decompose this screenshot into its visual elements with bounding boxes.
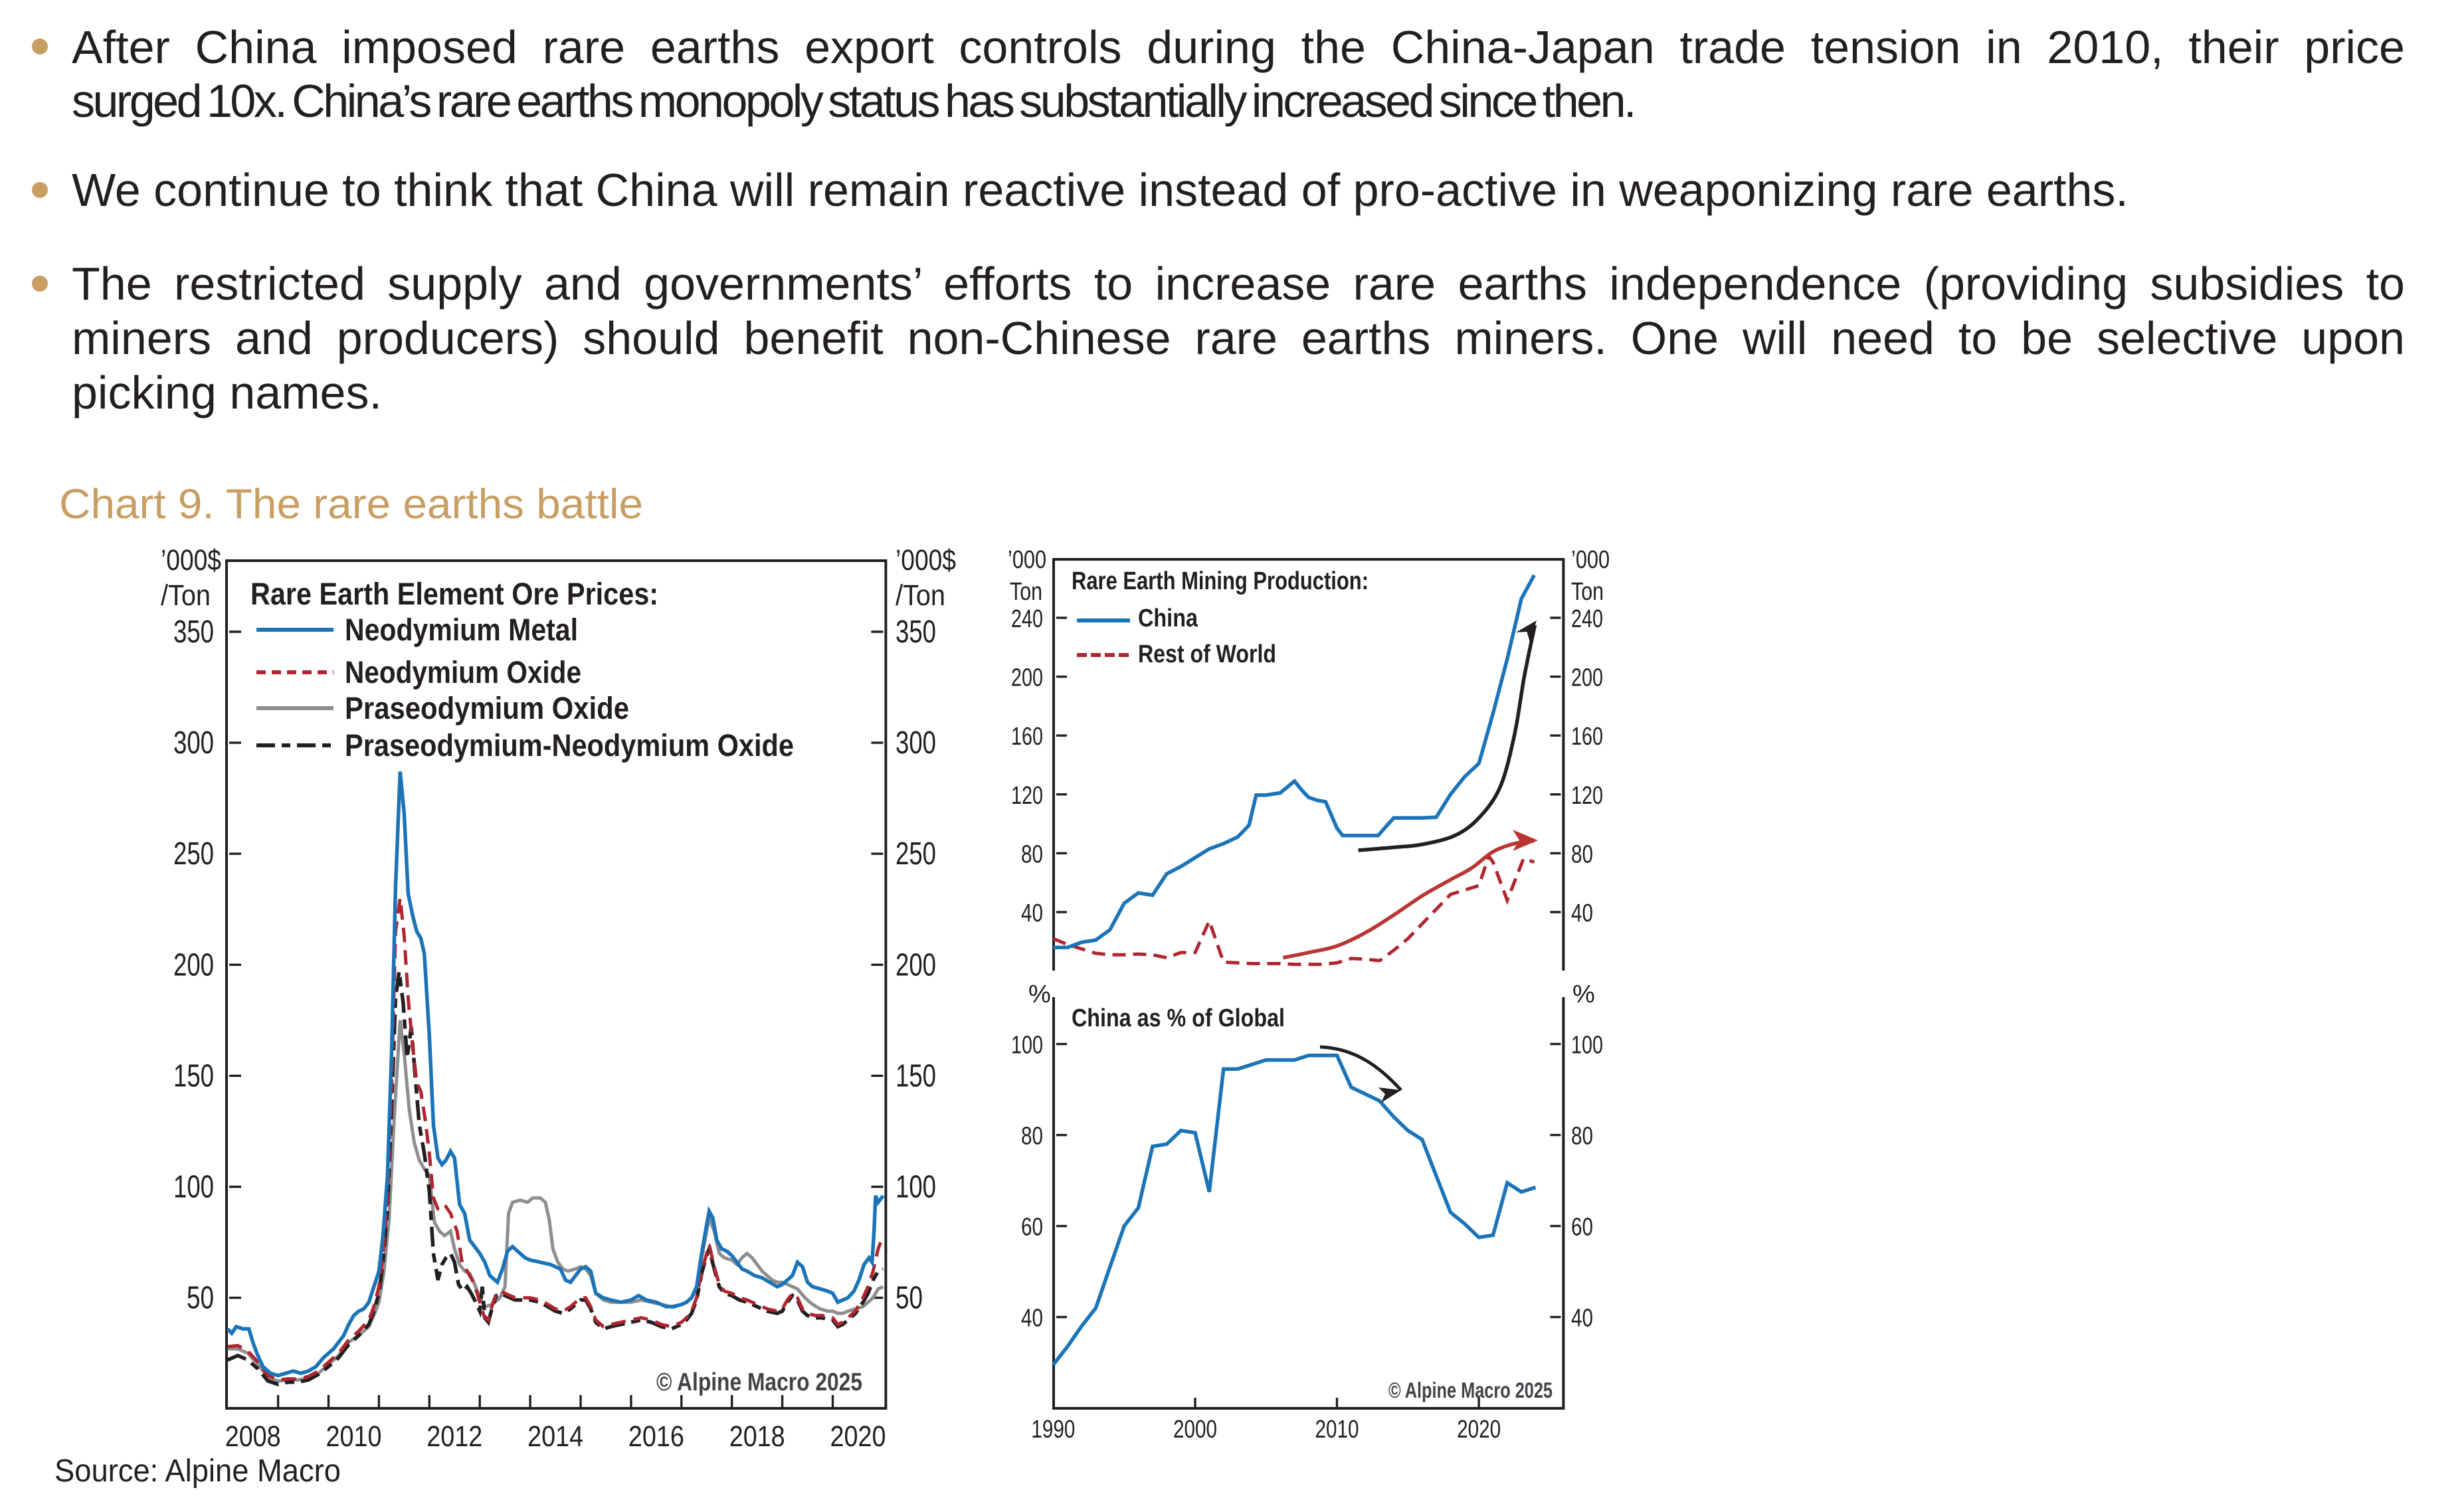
svg-text:%: % bbox=[1572, 981, 1595, 1008]
svg-text:2020: 2020 bbox=[1457, 1416, 1501, 1444]
svg-text:40: 40 bbox=[1021, 1305, 1043, 1333]
svg-text:250: 250 bbox=[896, 836, 936, 872]
svg-text:Praseodymium-Neodymium Oxide: Praseodymium-Neodymium Oxide bbox=[345, 727, 794, 763]
svg-text:160: 160 bbox=[1011, 723, 1043, 751]
svg-text:1990: 1990 bbox=[1031, 1416, 1075, 1444]
svg-text:50: 50 bbox=[896, 1281, 923, 1316]
svg-text:300: 300 bbox=[173, 725, 214, 761]
svg-text:150: 150 bbox=[173, 1058, 214, 1093]
svg-text:Ton: Ton bbox=[1010, 578, 1042, 606]
svg-text:Praseodymium Oxide: Praseodymium Oxide bbox=[345, 690, 629, 725]
svg-text:200: 200 bbox=[1011, 664, 1043, 692]
svg-text:120: 120 bbox=[1571, 782, 1603, 810]
svg-text:240: 240 bbox=[1571, 605, 1603, 633]
svg-text:120: 120 bbox=[1011, 782, 1043, 810]
svg-text:’000$: ’000$ bbox=[896, 544, 956, 577]
svg-text:2000: 2000 bbox=[1173, 1416, 1217, 1444]
svg-text:100: 100 bbox=[173, 1170, 214, 1205]
svg-text:2012: 2012 bbox=[426, 1420, 482, 1453]
svg-text:/Ton: /Ton bbox=[161, 579, 211, 612]
svg-text:100: 100 bbox=[896, 1170, 936, 1205]
svg-text:40: 40 bbox=[1571, 899, 1593, 927]
svg-text:200: 200 bbox=[1571, 664, 1603, 692]
svg-text:200: 200 bbox=[896, 947, 936, 983]
svg-text:Neodymium Oxide: Neodymium Oxide bbox=[345, 654, 581, 690]
svg-text:100: 100 bbox=[1011, 1032, 1043, 1060]
svg-text:© Alpine Macro 2025: © Alpine Macro 2025 bbox=[656, 1368, 862, 1396]
svg-text:2010: 2010 bbox=[326, 1420, 382, 1453]
svg-text:Rest of World: Rest of World bbox=[1138, 640, 1276, 668]
svg-text:2016: 2016 bbox=[628, 1420, 684, 1453]
svg-text:60: 60 bbox=[1021, 1214, 1043, 1242]
svg-text:80: 80 bbox=[1021, 840, 1043, 868]
svg-text:350: 350 bbox=[896, 614, 936, 650]
svg-text:’000: ’000 bbox=[1008, 546, 1046, 574]
svg-text:80: 80 bbox=[1571, 840, 1593, 868]
svg-text:Source: Alpine Macro: Source: Alpine Macro bbox=[54, 1454, 341, 1489]
svg-text:China: China bbox=[1138, 605, 1198, 632]
svg-text:40: 40 bbox=[1021, 899, 1043, 927]
svg-text:50: 50 bbox=[187, 1281, 214, 1316]
svg-text:Ton: Ton bbox=[1571, 578, 1604, 606]
svg-text:© Alpine Macro 2025: © Alpine Macro 2025 bbox=[1388, 1378, 1553, 1402]
svg-text:2018: 2018 bbox=[729, 1420, 785, 1453]
svg-text:100: 100 bbox=[1571, 1032, 1603, 1060]
svg-text:40: 40 bbox=[1571, 1305, 1593, 1333]
svg-text:160: 160 bbox=[1571, 723, 1603, 751]
svg-text:250: 250 bbox=[173, 836, 214, 872]
svg-text:China as % of Global: China as % of Global bbox=[1072, 1004, 1285, 1032]
svg-text:Chart 9. The rare earths battl: Chart 9. The rare earths battle bbox=[59, 481, 643, 527]
svg-text:60: 60 bbox=[1571, 1214, 1593, 1242]
svg-text:’000: ’000 bbox=[1571, 546, 1610, 574]
svg-text:2010: 2010 bbox=[1315, 1416, 1359, 1444]
svg-text:2008: 2008 bbox=[225, 1420, 281, 1453]
svg-text:’000$: ’000$ bbox=[161, 544, 221, 577]
svg-text:200: 200 bbox=[173, 947, 214, 983]
svg-text:%: % bbox=[1028, 981, 1051, 1008]
svg-text:150: 150 bbox=[896, 1058, 936, 1093]
svg-text:2014: 2014 bbox=[527, 1420, 583, 1453]
svg-text:/Ton: /Ton bbox=[896, 579, 945, 612]
svg-text:300: 300 bbox=[896, 725, 936, 761]
svg-text:80: 80 bbox=[1571, 1123, 1593, 1151]
svg-text:80: 80 bbox=[1021, 1123, 1043, 1151]
svg-text:240: 240 bbox=[1011, 605, 1043, 633]
svg-text:350: 350 bbox=[173, 614, 214, 650]
svg-text:Rare Earth Mining Production:: Rare Earth Mining Production: bbox=[1072, 567, 1369, 595]
svg-text:Neodymium Metal: Neodymium Metal bbox=[345, 612, 578, 647]
svg-text:2020: 2020 bbox=[830, 1420, 886, 1453]
svg-text:Rare Earth Element Ore Prices:: Rare Earth Element Ore Prices: bbox=[250, 576, 658, 611]
